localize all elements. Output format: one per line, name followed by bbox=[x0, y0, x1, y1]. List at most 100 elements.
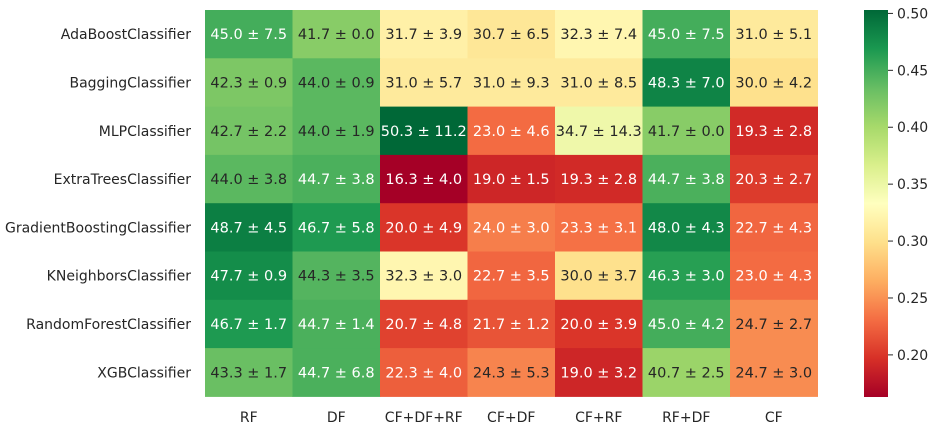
colorbar-tick-label: 0.25 bbox=[897, 291, 928, 307]
heatmap-cell bbox=[467, 10, 556, 59]
cell-annotation: 46.7 ± 5.8 bbox=[298, 220, 375, 236]
cell-annotation: 32.3 ± 3.0 bbox=[385, 269, 462, 285]
row-tick-label: BaggingClassifier bbox=[69, 75, 191, 91]
cell-annotation: 44.0 ± 0.9 bbox=[298, 75, 375, 91]
cell-annotation: 44.7 ± 6.8 bbox=[298, 365, 375, 381]
cell-annotation: 20.0 ± 3.9 bbox=[560, 317, 637, 333]
cell-annotation: 16.3 ± 4.0 bbox=[385, 172, 462, 188]
cell-annotation: 32.3 ± 7.4 bbox=[560, 27, 637, 43]
row-tick-label: GradientBoostingClassifier bbox=[5, 220, 191, 236]
heatmap-cell bbox=[642, 299, 731, 349]
heatmap-cell bbox=[292, 251, 381, 301]
column-tick-label: RF+DF bbox=[662, 410, 710, 426]
colorbar-tick-label: 0.30 bbox=[897, 234, 928, 250]
heatmap-cell bbox=[467, 58, 556, 108]
cell-annotation: 24.7 ± 3.0 bbox=[735, 365, 812, 381]
column-tick-label: CF bbox=[765, 410, 783, 426]
cell-annotation: 31.0 ± 8.5 bbox=[560, 75, 637, 91]
cell-annotation: 48.7 ± 4.5 bbox=[210, 220, 287, 236]
heatmap-cell bbox=[292, 106, 381, 156]
colorbar: 0.20 0.25 0.30 0.35 0.40 0.45 0.50 bbox=[864, 6, 928, 397]
heatmap-cell bbox=[205, 348, 293, 397]
heatmap-cell bbox=[642, 106, 731, 156]
heatmap-cell bbox=[730, 203, 818, 252]
cell-annotation: 48.0 ± 4.3 bbox=[648, 220, 725, 236]
heatmap-cell bbox=[642, 251, 731, 301]
colorbar-tick-label: 0.20 bbox=[897, 348, 928, 364]
colorbar-tick-label: 0.40 bbox=[897, 120, 928, 136]
row-tick-label: XGBClassifier bbox=[97, 365, 191, 381]
heatmap-cell bbox=[380, 154, 468, 204]
heatmap-cell bbox=[730, 251, 818, 301]
row-tick-label: RandomForestClassifier bbox=[26, 317, 191, 333]
cell-annotation: 19.0 ± 1.5 bbox=[473, 172, 550, 188]
cell-annotation: 20.0 ± 4.9 bbox=[385, 220, 462, 236]
cell-annotation: 19.3 ± 2.8 bbox=[735, 124, 812, 140]
cell-annotation: 47.7 ± 0.9 bbox=[210, 269, 287, 285]
cell-annotation: 19.0 ± 3.2 bbox=[560, 365, 637, 381]
heatmap-cell bbox=[642, 58, 731, 108]
heatmap-cell bbox=[292, 10, 381, 59]
cell-annotation: 20.7 ± 4.8 bbox=[385, 317, 462, 333]
heatmap-cell bbox=[292, 58, 381, 108]
cell-annotation: 46.7 ± 1.7 bbox=[210, 317, 287, 333]
heatmap-cell bbox=[642, 10, 731, 59]
heatmap-cell bbox=[555, 106, 643, 156]
heatmap-cell bbox=[205, 106, 293, 156]
cell-annotation: 23.0 ± 4.6 bbox=[473, 124, 550, 140]
colorbar-tick-label: 0.45 bbox=[897, 63, 928, 79]
cell-annotation: 44.0 ± 1.9 bbox=[298, 124, 375, 140]
heatmap-cell bbox=[205, 299, 293, 349]
heatmap-cell bbox=[467, 106, 556, 156]
colorbar-tick-label: 0.35 bbox=[897, 177, 928, 193]
cell-annotation: 45.0 ± 7.5 bbox=[648, 27, 725, 43]
heatmap-cell bbox=[555, 348, 643, 397]
cell-annotation: 31.7 ± 3.9 bbox=[385, 27, 462, 43]
cell-annotation: 48.3 ± 7.0 bbox=[648, 75, 725, 91]
cell-annotation: 30.7 ± 6.5 bbox=[473, 27, 550, 43]
cell-annotation: 23.0 ± 4.3 bbox=[735, 269, 812, 285]
cell-annotation: 40.7 ± 2.5 bbox=[648, 365, 725, 381]
cell-annotation: 31.0 ± 5.7 bbox=[385, 75, 462, 91]
colorbar-gradient bbox=[864, 10, 888, 397]
heatmap-cell bbox=[380, 203, 468, 252]
heatmap-cell bbox=[555, 10, 643, 59]
cell-annotation: 34.7 ± 14.3 bbox=[556, 124, 642, 140]
heatmap-cell bbox=[205, 58, 293, 108]
cell-annotation: 31.0 ± 9.3 bbox=[473, 75, 550, 91]
heatmap-cell bbox=[205, 251, 293, 301]
cell-annotation: 19.3 ± 2.8 bbox=[560, 172, 637, 188]
heatmap-cell bbox=[292, 348, 381, 397]
heatmap-cell bbox=[555, 251, 643, 301]
heatmap-cell bbox=[555, 58, 643, 108]
cell-annotation: 44.7 ± 1.4 bbox=[298, 317, 375, 333]
cell-annotation: 41.7 ± 0.0 bbox=[648, 124, 725, 140]
cell-annotation: 44.7 ± 3.8 bbox=[648, 172, 725, 188]
row-labels: AdaBoostClassifier BaggingClassifier MLPCl… bbox=[5, 27, 191, 381]
row-tick-label: ExtraTreesClassifier bbox=[54, 172, 192, 188]
heatmap-cell bbox=[380, 299, 468, 349]
column-tick-label: CF+DF bbox=[487, 410, 535, 426]
cell-annotation: 30.0 ± 4.2 bbox=[735, 75, 812, 91]
heatmap-cell bbox=[467, 348, 556, 397]
cell-annotation: 24.3 ± 5.3 bbox=[473, 365, 550, 381]
cell-annotation: 22.7 ± 3.5 bbox=[473, 269, 550, 285]
column-tick-label: RF bbox=[240, 410, 258, 426]
column-tick-label: CF+DF+RF bbox=[385, 410, 463, 426]
heatmap-cell bbox=[730, 348, 818, 397]
row-tick-label: AdaBoostClassifier bbox=[61, 27, 191, 43]
heatmap-cell bbox=[555, 154, 643, 204]
cell-annotation: 44.3 ± 3.5 bbox=[298, 269, 375, 285]
heatmap-cell bbox=[292, 299, 381, 349]
cell-annotation: 44.0 ± 3.8 bbox=[210, 172, 287, 188]
cell-annotation: 41.7 ± 0.0 bbox=[298, 27, 375, 43]
colorbar-tick-label: 0.50 bbox=[897, 6, 928, 22]
heatmap-cell bbox=[380, 58, 468, 108]
column-tick-label: DF bbox=[327, 410, 346, 426]
cell-annotation: 43.3 ± 1.7 bbox=[210, 365, 287, 381]
heatmap-cell bbox=[467, 203, 556, 252]
cell-annotation: 45.0 ± 4.2 bbox=[648, 317, 725, 333]
heatmap-cell bbox=[730, 58, 818, 108]
heatmap-cell bbox=[467, 154, 556, 204]
